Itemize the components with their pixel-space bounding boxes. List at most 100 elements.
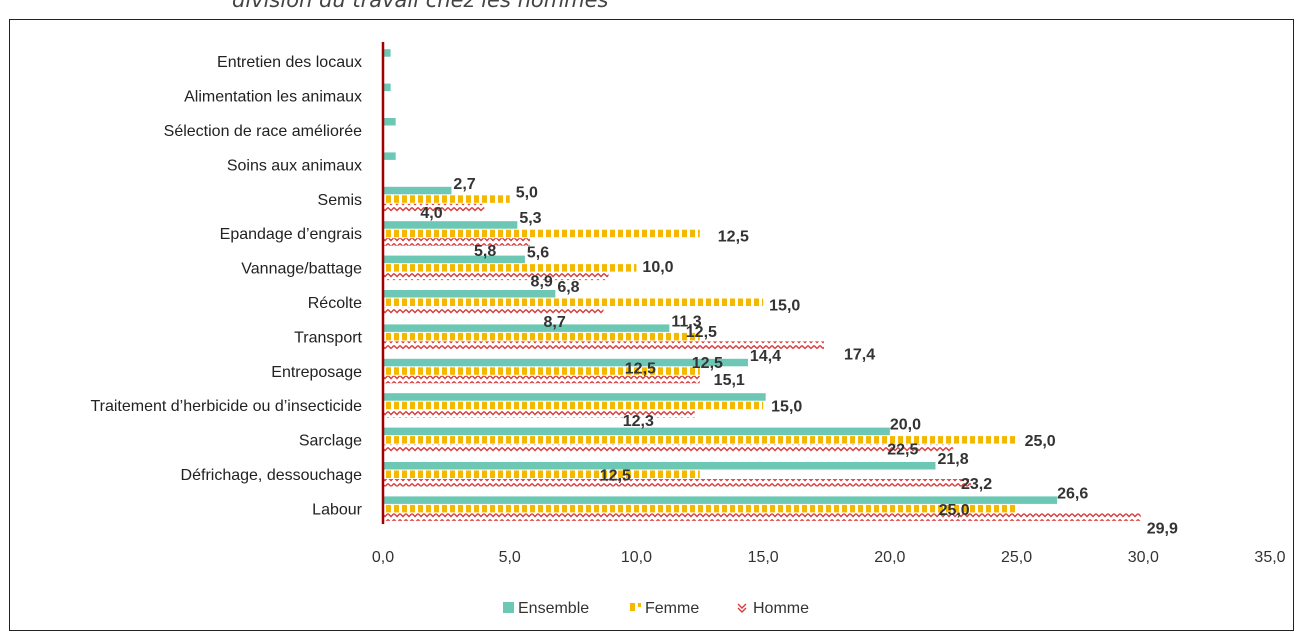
page-caption: division du travail chez les hommes — [232, 0, 609, 12]
category-label: Vannage/battage — [241, 261, 362, 278]
category-label: Epandage d’engrais — [220, 226, 362, 243]
legend-swatch-homme — [737, 603, 747, 613]
category-label: Semis — [318, 192, 362, 209]
bar-femme — [383, 298, 764, 306]
bar-femme — [383, 229, 700, 238]
bar-ensemble — [383, 221, 518, 229]
category-label: Sarclage — [299, 433, 362, 450]
data-label-homme: 8,9 — [531, 274, 553, 291]
bar-femme — [383, 436, 1017, 444]
bar-femme — [383, 332, 700, 341]
bar-chart: Entretien des locaux Alimentation les ani… — [90, 42, 1286, 617]
bar-ensemble — [383, 496, 1058, 504]
data-label-homme: 5,8 — [474, 243, 496, 260]
data-label-femme: 25,0 — [1025, 433, 1056, 450]
category-label: Transport — [294, 329, 362, 346]
bar-femme — [383, 470, 700, 478]
bar-ensemble — [383, 49, 391, 57]
bar-ensemble — [383, 290, 556, 298]
bar-homme — [383, 375, 700, 384]
category-labels: Entretien des locaux Alimentation les ani… — [90, 54, 362, 518]
data-label-homme: 12,3 — [623, 413, 654, 430]
data-label-ensemble: 20,0 — [890, 417, 921, 434]
data-label-homme: 8,7 — [543, 314, 565, 331]
data-label-femme: 25,0 — [939, 502, 970, 519]
legend-swatch-femme — [630, 603, 635, 611]
data-label-ensemble: 6,8 — [557, 279, 579, 296]
bar-ensemble — [383, 393, 766, 401]
bar-femme — [383, 264, 637, 272]
bar-ensemble — [383, 83, 391, 92]
data-label-ensemble: 15,1 — [714, 372, 745, 389]
data-label-homme: 29,9 — [1147, 520, 1178, 537]
bar-homme — [383, 479, 971, 487]
data-label-femme: 15,0 — [769, 298, 800, 315]
bar-homme — [383, 272, 609, 281]
bar-homme — [383, 444, 954, 453]
bar-femme — [383, 195, 510, 203]
data-label-femme: 12,5 — [686, 324, 717, 341]
category-label: Entreposage — [271, 364, 362, 381]
bar-ensemble — [383, 427, 890, 436]
legend-swatch-ensemble — [503, 602, 514, 613]
bar-ensemble — [383, 186, 452, 195]
bar-ensemble — [383, 255, 525, 264]
bar-homme — [383, 341, 824, 349]
legend-label-homme: Homme — [753, 600, 809, 617]
x-tick-labels: 0,0 5,0 10,0 15,0 20,0 25,0 30,0 35,0 — [372, 549, 1286, 566]
data-label-ensemble: 2,7 — [453, 176, 475, 193]
bar-homme — [383, 307, 604, 315]
data-label-homme: 17,4 — [844, 346, 875, 363]
data-label-femme: 12,5 — [718, 229, 749, 246]
data-label-ensemble: 5,6 — [527, 245, 549, 262]
data-label-femme: 5,0 — [516, 184, 538, 201]
x-tick-label: 25,0 — [1001, 549, 1032, 566]
category-label: Défrichage, dessouchage — [181, 467, 363, 484]
category-label: Alimentation les animaux — [184, 89, 362, 106]
chart-frame: Entretien des locaux Alimentation les ani… — [9, 19, 1294, 631]
data-label-femme: 10,0 — [642, 259, 673, 276]
x-tick-label: 0,0 — [372, 549, 394, 566]
data-label-femme: 15,0 — [771, 399, 802, 416]
data-label-homme: 23,2 — [961, 476, 992, 493]
data-label-ensemble: 21,8 — [937, 451, 968, 468]
bars-group — [383, 49, 1141, 521]
bar-femme — [383, 401, 764, 410]
bar-ensemble — [383, 462, 936, 470]
data-label-homme: 12,5 — [692, 355, 723, 372]
bar-homme — [383, 203, 485, 212]
data-label-ensemble: 5,3 — [519, 210, 541, 227]
bar-ensemble — [383, 324, 670, 332]
data-label-femme: 12,5 — [600, 468, 631, 485]
legend: Ensemble Femme Homme — [503, 600, 809, 617]
bar-homme — [383, 238, 530, 246]
data-label-homme: 4,0 — [420, 205, 442, 222]
data-label-ensemble: 11,3 — [671, 313, 701, 330]
bar-ensemble — [383, 358, 748, 367]
x-tick-label: 35,0 — [1254, 549, 1285, 566]
legend-swatch-part — [638, 603, 641, 607]
bar-homme — [383, 513, 1141, 521]
legend-label-ensemble: Ensemble — [518, 600, 589, 617]
legend-label-femme: Femme — [645, 600, 699, 617]
bar-ensemble — [383, 152, 396, 160]
data-label-homme: 22,5 — [887, 442, 918, 459]
category-label: Sélection de race améliorée — [164, 123, 362, 140]
x-tick-label: 15,0 — [748, 549, 779, 566]
category-label: Labour — [312, 501, 362, 518]
x-tick-label: 5,0 — [499, 549, 521, 566]
x-tick-label: 10,0 — [621, 549, 652, 566]
category-label: Traitement d’herbicide ou d’insecticide — [90, 398, 362, 415]
x-tick-label: 20,0 — [874, 549, 905, 566]
x-tick-label: 30,0 — [1128, 549, 1159, 566]
bar-ensemble — [383, 118, 396, 126]
data-label-femme: 12,5 — [625, 360, 656, 377]
value-labels: 2,7 5,0 4,0 5,3 12,5 5,8 5,6 10,0 8,9 6,8 15,0 8,7 1… — [420, 176, 1178, 538]
bar-femme — [383, 504, 1017, 513]
data-label-ensemble: 26,6 — [1057, 485, 1088, 502]
bar-femme — [383, 367, 700, 375]
category-label: Récolte — [308, 295, 362, 312]
category-label: Soins aux animaux — [227, 157, 362, 174]
category-label: Entretien des locaux — [217, 54, 362, 71]
bar-homme — [383, 410, 695, 418]
